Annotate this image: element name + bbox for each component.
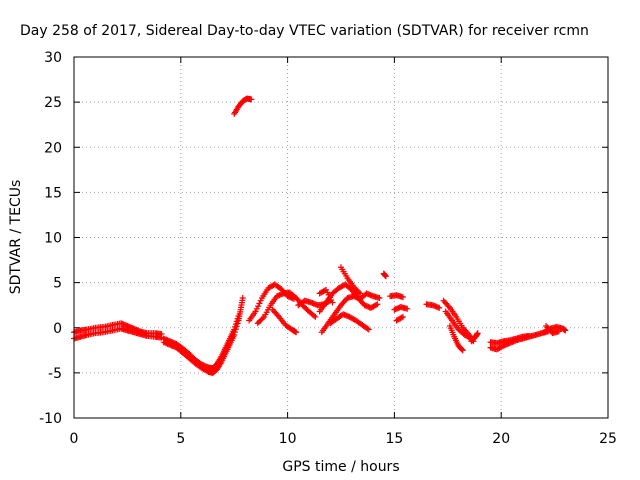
plot-frame	[73, 56, 609, 419]
data-point	[525, 332, 532, 339]
x-tick-label: 25	[599, 431, 617, 447]
x-tick-labels: 0 5 10 15 20 25	[70, 431, 617, 447]
data-point	[232, 321, 239, 328]
data-point	[248, 96, 255, 103]
x-tick-label: 20	[492, 431, 510, 447]
data-point	[376, 294, 383, 301]
data-point	[259, 315, 266, 322]
data-point	[158, 331, 165, 338]
data-point	[256, 300, 263, 307]
y-tick-label: -10	[39, 411, 62, 427]
data-point	[257, 297, 264, 304]
data-point	[233, 318, 240, 325]
data-point	[399, 313, 406, 320]
data-point	[373, 302, 380, 309]
data-point	[364, 325, 371, 332]
data-point	[436, 304, 443, 311]
x-tick-label: 15	[385, 431, 403, 447]
data-point	[459, 347, 466, 354]
chart-title: Day 258 of 2017, Sidereal Day-to-day VTE…	[20, 23, 589, 39]
y-tick-label: -5	[48, 366, 62, 382]
data-point	[458, 346, 465, 353]
grid	[74, 57, 608, 418]
data-point	[239, 294, 246, 301]
data-point	[474, 330, 481, 337]
x-tick-label: 0	[70, 431, 79, 447]
data-point	[374, 301, 381, 308]
y-axis-label: SDTVAR / TECUs	[8, 180, 24, 295]
data-point	[231, 326, 238, 333]
data-point	[365, 326, 372, 333]
data-point	[555, 328, 562, 335]
data-point	[234, 315, 241, 322]
data-series	[71, 95, 569, 376]
x-axis-label: GPS time / hours	[282, 459, 399, 475]
x-tick-label: 5	[176, 431, 185, 447]
data-point	[404, 305, 411, 312]
y-tick-label: 20	[44, 140, 62, 156]
y-tick-label: 15	[44, 185, 62, 201]
data-point	[293, 329, 300, 336]
y-tick-labels: -10 -5 0 5 10 15 20 25 30	[39, 50, 62, 427]
data-point	[382, 273, 389, 280]
data-point	[232, 323, 239, 330]
data-point	[562, 327, 569, 334]
x-tick-label: 10	[279, 431, 297, 447]
data-point	[255, 303, 262, 310]
data-point	[399, 294, 406, 301]
data-point	[311, 312, 318, 319]
data-point	[329, 299, 336, 306]
y-tick-label: 10	[44, 231, 62, 247]
y-tick-label: 30	[44, 50, 62, 66]
y-tick-label: 5	[53, 276, 62, 292]
data-point	[355, 289, 362, 296]
data-point	[252, 308, 259, 315]
y-tick-label: 0	[53, 321, 62, 337]
data-point	[312, 313, 319, 320]
data-point	[357, 290, 364, 297]
data-point	[253, 305, 260, 312]
data-point	[235, 313, 242, 320]
data-point	[398, 314, 405, 321]
y-tick-label: 25	[44, 95, 62, 111]
